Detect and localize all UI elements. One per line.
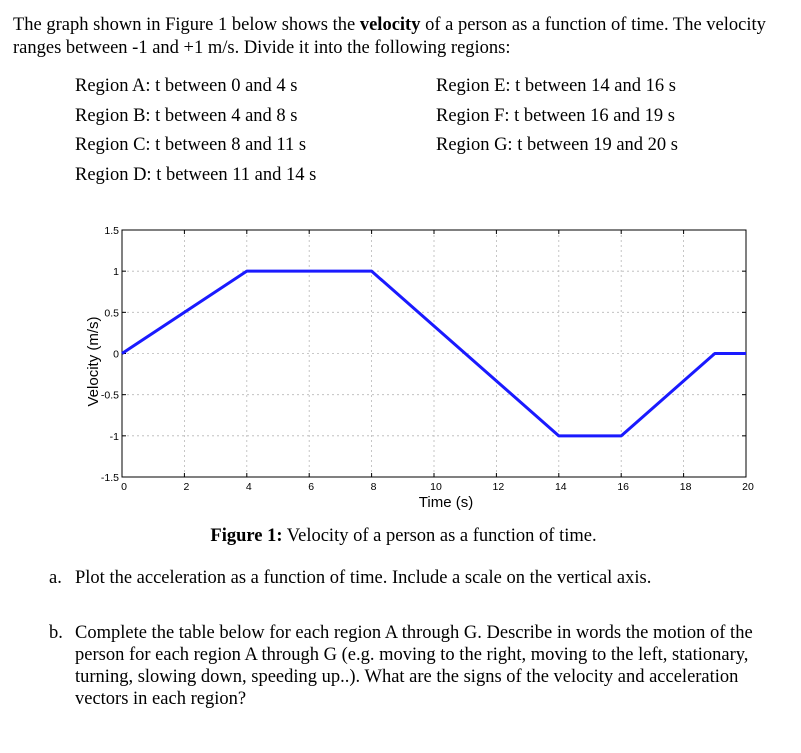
region-column-left: Region A: t between 0 and 4 s Region B: … (75, 72, 316, 190)
x-axis-label: Time (s) (419, 494, 473, 511)
intro-text-1: The graph shown in Figure 1 below shows … (13, 15, 360, 35)
x-tick-label: 8 (371, 481, 377, 493)
x-tick-label: 16 (617, 481, 629, 493)
caption-label: Figure 1: (210, 526, 283, 546)
question-b-marker: b. (49, 623, 63, 643)
figure-caption: Figure 1: Velocity of a person as a func… (0, 526, 801, 547)
y-tick-label: 0 (113, 349, 119, 361)
region-e: Region E: t between 14 and 16 s (436, 76, 676, 96)
x-tick-label: 20 (742, 481, 754, 493)
chart-ticks: 0 2 4 6 8 10 12 14 16 18 20 1.5 1 0.5 0 -0.5 -1 -1.5 (101, 225, 754, 493)
intro-text-2: of a person as a function of time. The v… (13, 15, 766, 58)
region-g: Region G: t between 19 and 20 s (436, 135, 678, 155)
intro-paragraph: The graph shown in Figure 1 below shows … (13, 14, 793, 60)
y-tick-label: -1 (110, 431, 119, 443)
x-tick-label: 2 (183, 481, 189, 493)
intro-bold-velocity: velocity (359, 15, 421, 35)
x-tick-label: 12 (493, 481, 505, 493)
x-tick-label: 18 (680, 481, 692, 493)
y-tick-label: 0.5 (104, 307, 119, 319)
y-tick-label: -0.5 (101, 390, 119, 402)
region-d: Region D: t between 11 and 14 s (75, 164, 317, 185)
region-a: Region A: t between 0 and 4 s (75, 76, 298, 96)
y-tick-label: 1 (113, 266, 119, 278)
region-b: Region B: t between 4 and 8 s (75, 105, 298, 126)
y-axis-label: Velocity (m/s) (85, 316, 102, 406)
chart-series (121, 269, 746, 438)
question-a-marker: a. (49, 568, 62, 588)
x-tick-label: 6 (308, 481, 314, 493)
x-tick-label: 10 (430, 481, 442, 493)
chart-grid (122, 230, 746, 477)
x-tick-label: 14 (555, 481, 567, 493)
velocity-series-line (121, 269, 746, 438)
region-f: Region F: t between 16 and 19 s (436, 105, 675, 126)
question-b: b. Complete the table below for each reg… (49, 622, 794, 710)
question-a: a. Plot the acceleration as a function o… (49, 567, 789, 589)
region-column-right: Region E: t between 14 and 16 s Region F… (436, 72, 678, 161)
question-a-text: Plot the acceleration as a function of t… (75, 568, 652, 588)
y-tick-label: -1.5 (101, 472, 119, 484)
velocity-chart: 0 2 4 6 8 10 12 14 16 18 20 1.5 1 0.5 0 -0.5 -1 -1.5 Time… (85, 225, 754, 511)
caption-text: Velocity of a person as a function of ti… (282, 526, 597, 546)
y-tick-label: 1.5 (104, 225, 119, 237)
question-b-text: Complete the table below for each region… (75, 623, 753, 709)
x-tick-label: 4 (246, 481, 252, 493)
region-c: Region C: t between 8 and 11 s (75, 135, 307, 155)
x-tick-label: 0 (121, 481, 127, 493)
